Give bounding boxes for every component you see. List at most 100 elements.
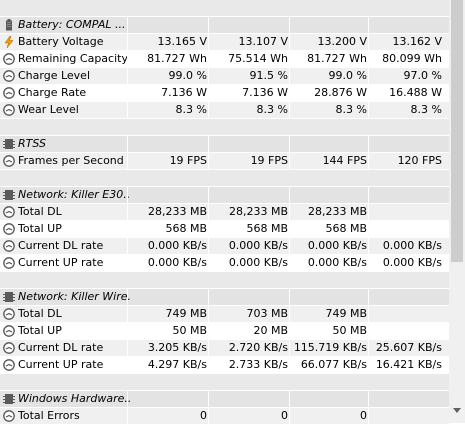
column-divider xyxy=(127,340,128,357)
average-value xyxy=(369,204,442,220)
sensor-row[interactable]: Total UP 50 MB 20 MB 50 MB xyxy=(0,323,449,340)
current-value: 81.727 Wh xyxy=(147,52,207,65)
column-divider xyxy=(208,34,209,51)
current-value: 568 MB xyxy=(165,222,207,235)
column-divider xyxy=(127,102,128,119)
column-divider xyxy=(208,357,209,374)
scrollbar-thumb[interactable] xyxy=(451,0,463,262)
current-value: 28,233 MB xyxy=(147,205,207,218)
column-divider xyxy=(127,187,128,204)
maximum-value: 0.000 KB/s xyxy=(307,239,367,252)
column-divider xyxy=(127,153,128,170)
average-value: 13.162 V xyxy=(392,35,442,48)
average-value: 97.0 % xyxy=(403,69,442,82)
sensor-name: Total UP xyxy=(18,222,62,235)
gauge-icon xyxy=(3,70,15,82)
current-value: 99.0 % xyxy=(168,69,207,82)
gauge-icon xyxy=(3,53,15,65)
maximum-value: 66.077 KB/s xyxy=(300,358,367,371)
sensor-name: Charge Rate xyxy=(18,86,87,99)
minimum-value: 28,233 MB xyxy=(228,205,288,218)
column-divider xyxy=(208,187,209,204)
column-divider xyxy=(208,51,209,68)
column-divider xyxy=(289,17,290,34)
column-divider xyxy=(208,85,209,102)
group-header[interactable]: Battery: COMPAL ... xyxy=(0,17,449,34)
scroll-down-arrow-icon[interactable] xyxy=(453,408,461,413)
sensor-row[interactable]: Current UP rate 0.000 KB/s 0.000 KB/s 0.000… xyxy=(0,255,449,272)
column-divider xyxy=(127,85,128,102)
column-divider xyxy=(208,323,209,340)
column-divider xyxy=(368,357,369,374)
column-divider xyxy=(368,323,369,340)
column-divider xyxy=(208,238,209,255)
chip-icon xyxy=(3,291,15,303)
column-divider xyxy=(368,102,369,119)
gauge-icon xyxy=(3,104,15,116)
group-spacer xyxy=(0,272,449,289)
column-divider xyxy=(208,289,209,306)
average-value: 0.000 KB/s xyxy=(382,239,442,252)
minimum-value: 8.3 % xyxy=(256,103,288,116)
column-divider xyxy=(289,51,290,68)
column-divider xyxy=(368,153,369,170)
chip-icon xyxy=(3,189,15,201)
gauge-icon xyxy=(3,206,15,218)
sensor-row[interactable]: Battery Voltage 13.165 V 13.107 V 13.200 V 1… xyxy=(0,34,449,51)
sensor-row[interactable]: Wear Level 8.3 % 8.3 % 8.3 % 8.3 % xyxy=(0,102,449,119)
current-value: 0.000 KB/s xyxy=(147,239,207,252)
sensor-row[interactable]: Current UP rate 4.297 KB/s 2.733 KB/s 66.07… xyxy=(0,357,449,374)
group-header[interactable]: Network: Killer Wire... xyxy=(0,289,449,306)
sensor-row[interactable]: Current DL rate 0.000 KB/s 0.000 KB/s 0.000… xyxy=(0,238,449,255)
column-divider xyxy=(208,102,209,119)
column-divider xyxy=(127,357,128,374)
group-spacer xyxy=(0,0,449,17)
vertical-scrollbar[interactable] xyxy=(449,0,465,423)
sensor-row[interactable]: Total DL 28,233 MB 28,233 MB 28,233 MB xyxy=(0,204,449,221)
sensor-row[interactable]: Total UP 568 MB 568 MB 568 MB xyxy=(0,221,449,238)
current-value: 4.297 KB/s xyxy=(147,358,207,371)
group-title: Battery: COMPAL ... xyxy=(18,18,126,31)
column-divider xyxy=(368,85,369,102)
current-value: 8.3 % xyxy=(175,103,207,116)
sensor-row[interactable]: Charge Level 99.0 % 91.5 % 99.0 % 97.0 % xyxy=(0,68,449,85)
column-divider xyxy=(368,391,369,408)
sensor-name: Charge Level xyxy=(18,69,91,82)
sensor-row[interactable]: Remaining Capacity 81.727 Wh 75.514 Wh 81.7… xyxy=(0,51,449,68)
sensor-row[interactable]: Current DL rate 3.205 KB/s 2.720 KB/s 115.7… xyxy=(0,340,449,357)
current-value: 0 xyxy=(200,409,207,422)
column-divider xyxy=(368,204,369,221)
minimum-value: 568 MB xyxy=(246,222,288,235)
sensor-name: Current DL rate xyxy=(18,341,104,354)
sensor-row[interactable]: Frames per Second 19 FPS 19 FPS 144 FPS 120 … xyxy=(0,153,449,170)
average-value: 80.099 Wh xyxy=(382,52,442,65)
sensor-name: Current DL rate xyxy=(18,239,104,252)
column-divider xyxy=(208,255,209,272)
maximum-value: 28,233 MB xyxy=(307,205,367,218)
average-value: 16.488 W xyxy=(389,86,442,99)
sensor-row[interactable]: Total DL 749 MB 703 MB 749 MB xyxy=(0,306,449,323)
average-value: 25.607 KB/s xyxy=(375,341,442,354)
minimum-value: 75.514 Wh xyxy=(228,52,288,65)
maximum-value: 13.200 V xyxy=(317,35,367,48)
column-divider xyxy=(289,323,290,340)
group-header[interactable]: Windows Hardware... xyxy=(0,391,449,408)
battery-icon xyxy=(3,19,15,31)
column-divider xyxy=(368,221,369,238)
column-divider xyxy=(127,255,128,272)
sensor-row[interactable]: Total Errors 0 0 0 xyxy=(0,408,449,425)
average-value: 0.000 KB/s xyxy=(382,256,442,269)
column-divider xyxy=(127,391,128,408)
gauge-icon xyxy=(3,359,15,371)
group-header[interactable]: RTSS xyxy=(0,136,449,153)
gauge-icon xyxy=(3,325,15,337)
sensor-name: Total Errors xyxy=(18,409,80,422)
sensor-name: Total DL xyxy=(18,205,62,218)
sensor-row[interactable]: Charge Rate 7.136 W 7.136 W 28.876 W 16.488 … xyxy=(0,85,449,102)
lightning-icon xyxy=(3,35,15,49)
current-value: 0.000 KB/s xyxy=(147,256,207,269)
minimum-value: 703 MB xyxy=(246,307,288,320)
gauge-icon xyxy=(3,410,15,422)
group-header[interactable]: Network: Killer E30... xyxy=(0,187,449,204)
column-divider xyxy=(368,238,369,255)
